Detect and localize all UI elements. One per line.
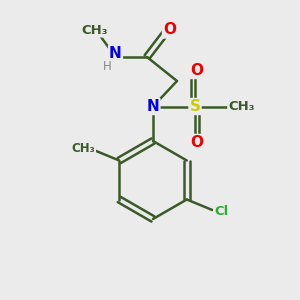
Text: O: O	[190, 135, 203, 150]
Text: N: N	[147, 99, 159, 114]
Text: CH₃: CH₃	[71, 142, 95, 155]
Text: CH₃: CH₃	[228, 100, 255, 113]
Text: O: O	[163, 22, 176, 38]
Text: Cl: Cl	[214, 205, 228, 218]
Text: CH₃: CH₃	[81, 23, 108, 37]
Text: O: O	[190, 63, 203, 78]
Text: N: N	[109, 46, 122, 61]
Text: H: H	[103, 59, 112, 73]
Text: S: S	[190, 99, 200, 114]
